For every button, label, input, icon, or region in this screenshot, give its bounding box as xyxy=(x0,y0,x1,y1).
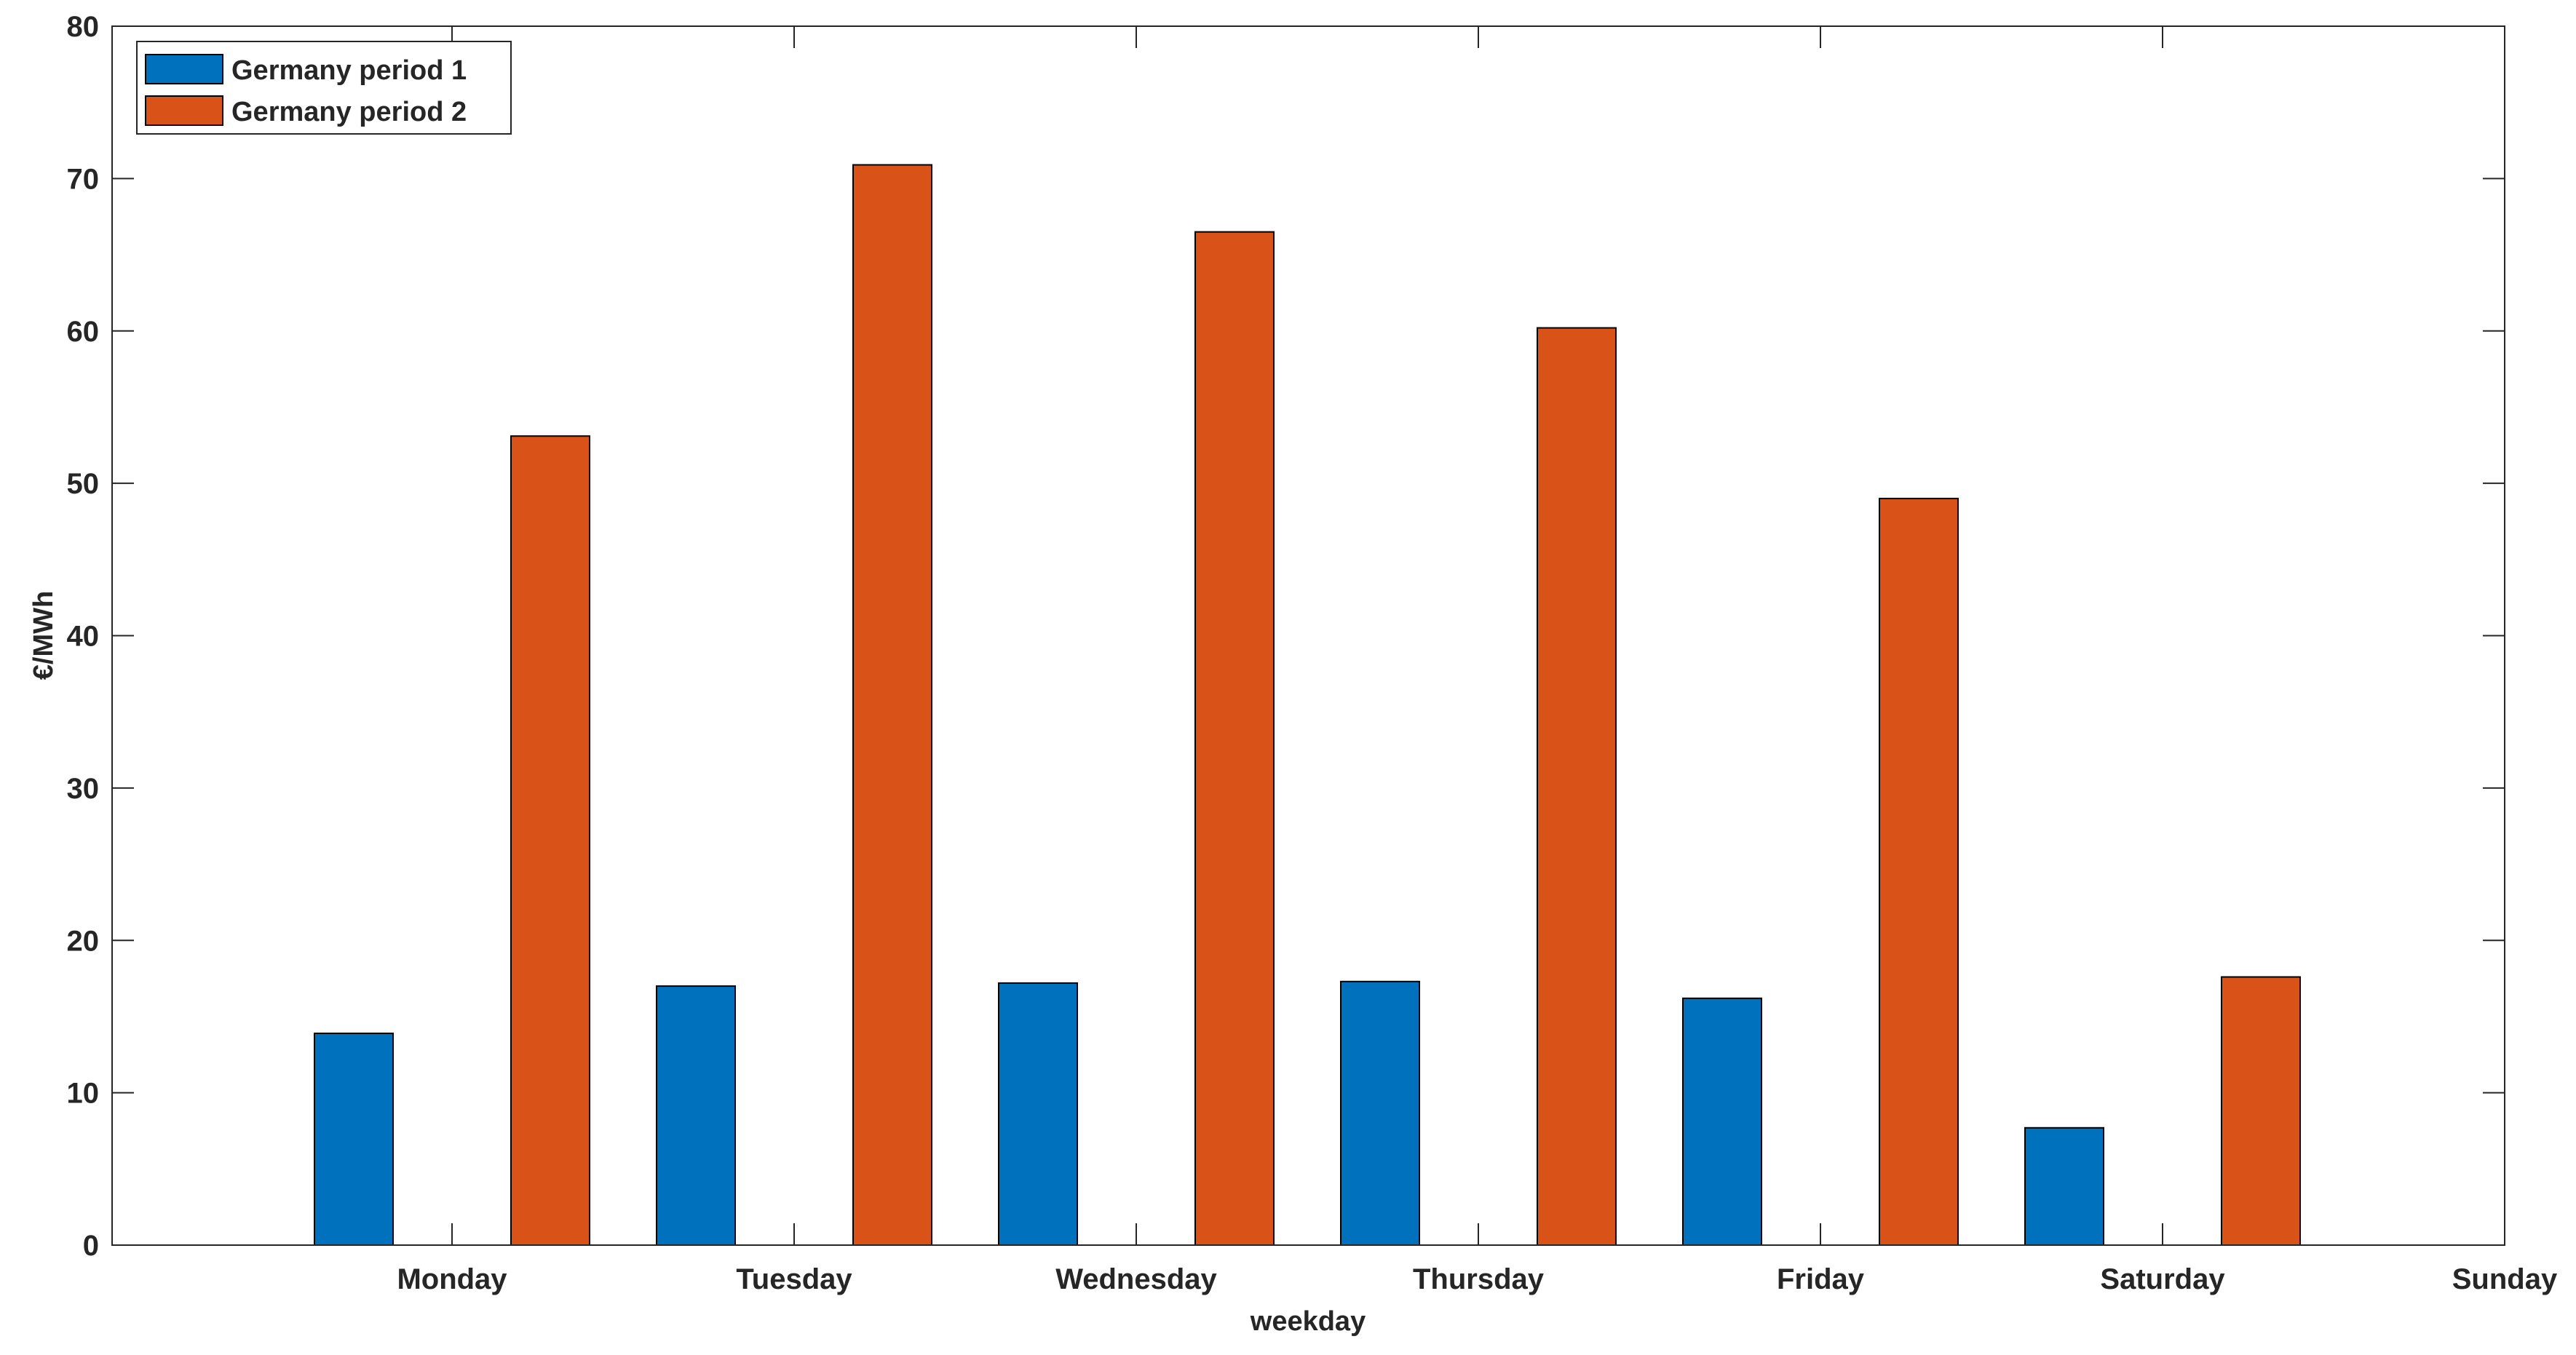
legend: Germany period 1 Germany period 2 xyxy=(136,41,512,135)
ytick-label-80: 80 xyxy=(67,11,100,43)
xtick-label-thursday: Thursday xyxy=(1413,1263,1545,1295)
xtick-label-wednesday: Wednesday xyxy=(1055,1263,1217,1295)
x-axis-title: weekday xyxy=(1250,1306,1366,1337)
bar-2-monday xyxy=(510,435,590,1246)
legend-label-period-1: Germany period 1 xyxy=(231,55,467,86)
ytick-label-50: 50 xyxy=(67,468,100,500)
ytick-label-70: 70 xyxy=(67,163,100,195)
xtick-label-monday: Monday xyxy=(397,1263,507,1295)
legend-swatch-period-1 xyxy=(145,54,223,84)
xtick-label-saturday: Saturday xyxy=(2100,1263,2225,1295)
legend-label-period-2: Germany period 2 xyxy=(231,97,467,127)
x-tick-labels: Monday Tuesday Wednesday Thursday Friday Satu… xyxy=(397,1263,2558,1295)
ytick-label-0: 0 xyxy=(83,1230,99,1262)
ytick-label-20: 20 xyxy=(67,925,100,957)
bar-2-tuesday xyxy=(852,164,932,1246)
bar-2-wednesday xyxy=(1194,231,1275,1246)
ytick-label-10: 10 xyxy=(67,1078,100,1110)
bar-1-saturday xyxy=(2024,1126,2104,1246)
plot-area xyxy=(112,26,2505,1245)
bar-1-thursday xyxy=(1340,980,1420,1246)
bar-2-thursday xyxy=(1537,327,1617,1246)
bars-layer xyxy=(314,164,2301,1246)
bar-1-monday xyxy=(314,1032,394,1246)
y-tick-labels: 0 10 20 30 40 50 60 70 80 xyxy=(67,11,100,1262)
xtick-label-tuesday: Tuesday xyxy=(736,1263,852,1295)
ytick-label-30: 30 xyxy=(67,773,100,805)
ytick-label-60: 60 xyxy=(67,316,100,348)
xtick-label-sunday: Sunday xyxy=(2452,1263,2558,1295)
xtick-label-friday: Friday xyxy=(1777,1263,1865,1295)
legend-swatch-period-2 xyxy=(145,95,223,126)
plot-frame xyxy=(111,25,2505,1246)
y-axis-title: €/MWh xyxy=(28,591,59,680)
bar-1-friday xyxy=(1682,997,1762,1246)
ytick-label-40: 40 xyxy=(67,621,100,653)
bar-2-friday xyxy=(1879,498,1959,1246)
bar-1-tuesday xyxy=(656,985,736,1246)
bar-2-saturday xyxy=(2221,976,2301,1246)
bar-1-wednesday xyxy=(998,982,1078,1246)
